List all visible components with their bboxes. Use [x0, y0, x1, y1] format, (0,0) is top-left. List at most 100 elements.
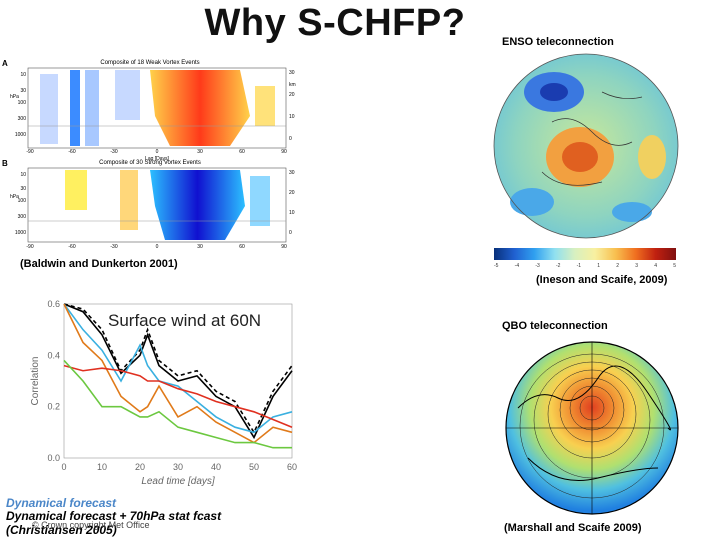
qbo-meridians [506, 342, 678, 514]
panel-a-xtick: -30 [110, 149, 117, 155]
panel-b-ytick-30: 30 [20, 186, 26, 192]
panel-b-xtick: 30 [197, 244, 203, 250]
panel-a-km-label: km [289, 82, 296, 88]
panel-a-xtick: -90 [26, 149, 33, 155]
panel-b-cold-anomaly [150, 170, 245, 240]
enso-colorbar-tick: 1 [597, 263, 601, 269]
panel-b-title: Composite of 30 Strong Vortex Events [99, 160, 201, 166]
x-tick-label: 0 [61, 462, 66, 472]
y-tick-label: 0.4 [47, 350, 60, 360]
panel-a-km-30: 30 [289, 70, 295, 76]
vortex-composite-svg: A Composite of 18 Weak Vortex Events 10 … [2, 59, 296, 250]
vortex-composite-figure: A Composite of 18 Weak Vortex Events 10 … [0, 56, 300, 250]
panel-a-blue-band-4 [115, 70, 140, 120]
y-axis-label: Correlation [30, 357, 41, 406]
series-layer [63, 303, 293, 449]
enso-colorbar-tick: -1 [576, 263, 582, 269]
panel-a-xtick: 0 [156, 149, 159, 155]
series-line-2 [63, 303, 293, 434]
enso-colorbar-tick: 2 [616, 263, 620, 269]
panel-b-ytick-1000: 1000 [15, 230, 26, 236]
series-line-1 [63, 303, 293, 440]
chart-title: Surface wind at 60N [108, 311, 261, 330]
panel-b-xtick: 90 [281, 244, 287, 250]
panel-a-km-0: 0 [289, 136, 292, 142]
enso-coastlines [541, 91, 643, 186]
enso-citation: (Ineson and Scaife, 2009) [536, 274, 668, 286]
enso-south-anomaly [510, 188, 554, 216]
panel-b-ytick-300: 300 [18, 214, 27, 220]
panel-b-xtick: 0 [156, 244, 159, 250]
x-tick-label: 50 [249, 462, 259, 472]
x-tick-label: 20 [135, 462, 145, 472]
panel-a-ytick-1000: 1000 [15, 132, 26, 138]
series-line-3 [63, 303, 293, 444]
panel-b-orange-band [120, 170, 138, 230]
enso-colorbar-tick: -2 [555, 263, 561, 269]
enso-colorbar-tick: -4 [514, 263, 520, 269]
qbo-disc-border [505, 341, 679, 515]
panel-b-xtick: -60 [68, 244, 75, 250]
panel-a-title: Composite of 18 Weak Vortex Events [100, 60, 199, 66]
enso-high-core [562, 142, 598, 172]
panel-b-km-30: 30 [289, 170, 295, 176]
panel-b-xticks: -90 -60 -30 0 30 60 90 [26, 244, 287, 250]
panel-a-xtick: -60 [68, 149, 75, 155]
qbo-header: QBO teleconnection [502, 320, 608, 332]
enso-colorbar-tick: -5 [494, 263, 499, 269]
enso-map-svg [493, 53, 679, 239]
panel-b-label: B [2, 159, 8, 168]
x-tick-label: 10 [97, 462, 107, 472]
y-tick-label: 0.0 [47, 453, 60, 463]
x-tick-label: 40 [211, 462, 221, 472]
panel-b-km-10: 10 [289, 210, 295, 216]
panel-a-km-10: 10 [289, 114, 295, 120]
panel-b-blue-band [250, 176, 270, 226]
panel-a-ytick-100: 100 [18, 100, 27, 106]
enso-colorbar-tick: 3 [635, 263, 639, 269]
enso-colorbar-tick: -3 [535, 263, 540, 269]
panel-a-blue-band-3 [85, 70, 99, 146]
enso-header: ENSO teleconnection [502, 36, 614, 48]
legend-dynamical-plus-stat: Dynamical forecast + 70hPa stat fcast [6, 509, 222, 523]
panel-a-xtick: 60 [239, 149, 245, 155]
y-tick-label: 0.6 [47, 299, 60, 309]
qbo-coastlines [517, 365, 671, 481]
panel-a-km-20: 20 [289, 92, 295, 98]
enso-colorbar-tick: 5 [673, 263, 676, 269]
chart-citation: (Christiansen 2005) [6, 523, 117, 537]
panel-a-xtick: 90 [281, 149, 287, 155]
panel-b-km-20: 20 [289, 190, 295, 196]
panel-a-xtick: 30 [197, 149, 203, 155]
enso-map [492, 52, 680, 240]
panel-b-xtick: 60 [239, 244, 245, 250]
panel-b-km-0: 0 [289, 230, 292, 236]
enso-colorbar-tick: 4 [654, 263, 658, 269]
panel-a-label: A [2, 59, 8, 68]
surface-wind-chart-svg: 0 10 20 30 40 50 60 0.0 0.2 0.4 0.6 Surface wind … [30, 299, 297, 487]
vortex-citation: (Baldwin and Dunkerton 2001) [20, 258, 178, 270]
qbo-map [498, 338, 688, 518]
enso-colorbar [494, 248, 676, 260]
panel-a-warm-anomaly [150, 70, 250, 146]
qbo-citation: (Marshall and Scaife 2009) [504, 522, 642, 534]
legend-dynamical-forecast: Dynamical forecast [6, 496, 117, 510]
panel-b-ytick-100: 100 [18, 198, 27, 204]
panel-a-ytick-10: 10 [20, 72, 26, 78]
series-line-4 [63, 364, 293, 428]
panel-a-blue-band-2 [70, 70, 80, 146]
panel-a-yellow-band [255, 86, 275, 126]
slide-title: Why S-CHFP? [204, 2, 466, 44]
panel-a-xticks: -90 -60 -30 0 30 60 90 [26, 149, 287, 155]
qbo-map-svg [505, 341, 679, 515]
x-tick-layer: 0 10 20 30 40 50 60 [61, 462, 297, 472]
panel-b-yellow-band [65, 170, 87, 210]
panel-a-lag-label: Lag [Days] [145, 156, 170, 162]
surface-wind-chart: 0 10 20 30 40 50 60 0.0 0.2 0.4 0.6 Surface wind … [28, 298, 298, 494]
enso-east-anomaly [638, 135, 666, 179]
x-tick-label: 30 [173, 462, 183, 472]
enso-low-core [540, 83, 568, 101]
enso-colorbar-ticks: -5 -4 -3 -2 -1 1 2 3 4 5 [494, 263, 676, 269]
y-tick-label: 0.2 [47, 402, 60, 412]
x-axis-label: Lead time [days] [141, 476, 215, 487]
